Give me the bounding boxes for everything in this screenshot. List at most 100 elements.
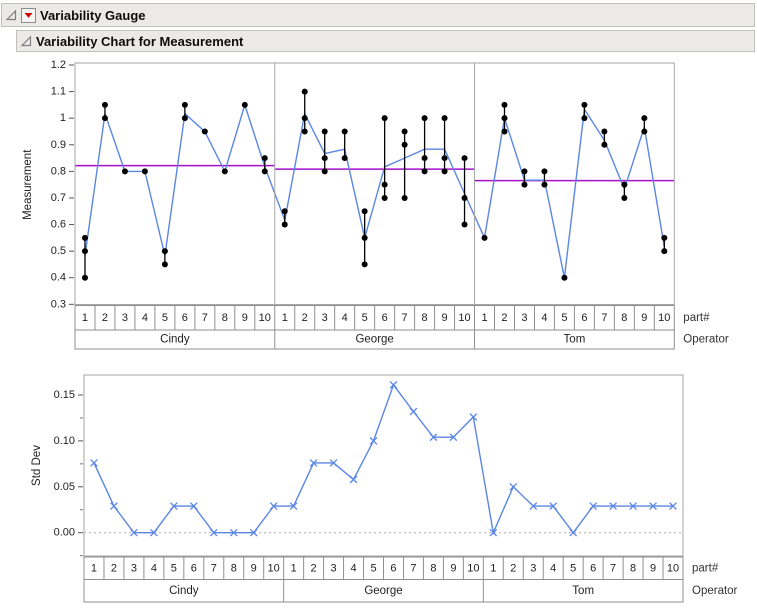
std-dev-marker[interactable]: [429, 433, 438, 442]
data-point[interactable]: [601, 141, 608, 148]
data-point[interactable]: [421, 168, 428, 175]
std-dev-marker[interactable]: [609, 502, 617, 510]
data-point[interactable]: [441, 168, 448, 175]
std-dev-marker[interactable]: [329, 459, 338, 467]
data-point[interactable]: [121, 168, 128, 175]
data-point[interactable]: [361, 208, 368, 215]
data-point[interactable]: [181, 101, 188, 108]
std-dev-marker[interactable]: [469, 413, 478, 421]
data-point[interactable]: [621, 181, 628, 188]
data-point[interactable]: [381, 181, 388, 188]
data-point[interactable]: [661, 248, 668, 255]
data-point[interactable]: [81, 274, 88, 281]
data-point[interactable]: [301, 128, 308, 135]
data-point[interactable]: [521, 181, 528, 188]
part-cell-label: 6: [590, 562, 596, 574]
std-dev-marker[interactable]: [449, 433, 458, 442]
data-point[interactable]: [321, 128, 328, 135]
data-point[interactable]: [361, 234, 368, 241]
data-point[interactable]: [301, 88, 308, 95]
data-point[interactable]: [321, 168, 328, 175]
data-point[interactable]: [561, 274, 568, 281]
std-dev-marker[interactable]: [90, 459, 98, 467]
std-dev-marker[interactable]: [489, 528, 498, 537]
data-point[interactable]: [261, 155, 268, 162]
std-dev-marker[interactable]: [269, 502, 278, 510]
std-dev-marker[interactable]: [649, 502, 657, 510]
data-point[interactable]: [521, 168, 528, 175]
data-point[interactable]: [221, 168, 228, 175]
std-dev-marker[interactable]: [209, 528, 218, 537]
std-dev-marker[interactable]: [130, 528, 138, 537]
data-point[interactable]: [281, 221, 288, 228]
data-point[interactable]: [501, 115, 508, 122]
std-dev-marker[interactable]: [629, 502, 637, 510]
std-dev-marker[interactable]: [189, 502, 198, 510]
red-triangle-menu-button[interactable]: [21, 7, 36, 23]
std-dev-marker[interactable]: [150, 528, 158, 537]
data-point[interactable]: [541, 168, 548, 175]
data-point[interactable]: [81, 234, 88, 241]
data-point[interactable]: [441, 155, 448, 162]
data-point[interactable]: [341, 128, 348, 135]
data-point[interactable]: [581, 101, 588, 108]
std-dev-chart[interactable]: 0.00 0.05 0.10 0.15 Std Dev 1 2 3 4 5 6 7 8 9 10 1 2 3 4 5 6…: [31, 374, 738, 603]
data-point[interactable]: [401, 141, 408, 148]
data-point[interactable]: [281, 208, 288, 215]
data-point[interactable]: [661, 234, 668, 241]
data-point[interactable]: [421, 115, 428, 122]
data-point[interactable]: [381, 194, 388, 201]
std-dev-marker[interactable]: [589, 502, 598, 510]
part-cell-label: 2: [311, 562, 317, 574]
data-point[interactable]: [361, 261, 368, 268]
data-point[interactable]: [161, 248, 168, 255]
data-point[interactable]: [161, 261, 168, 268]
data-point[interactable]: [641, 115, 648, 122]
variability-chart[interactable]: 1.2 1.1 1 0.9 0.8 0.7 0.6 0.5 0.4 0.3 Measurement 1…: [22, 59, 729, 350]
data-point[interactable]: [421, 155, 428, 162]
data-point[interactable]: [481, 234, 488, 241]
data-point[interactable]: [541, 181, 548, 188]
data-point[interactable]: [181, 115, 188, 122]
data-point[interactable]: [601, 128, 608, 135]
data-point[interactable]: [501, 128, 508, 135]
std-dev-marker[interactable]: [110, 502, 118, 510]
data-point[interactable]: [261, 168, 268, 175]
data-point[interactable]: [461, 155, 468, 162]
std-dev-marker[interactable]: [229, 528, 238, 537]
std-dev-marker[interactable]: [389, 381, 398, 389]
data-point[interactable]: [101, 101, 108, 108]
data-point[interactable]: [461, 194, 468, 201]
std-dev-marker[interactable]: [409, 407, 418, 416]
data-point[interactable]: [341, 155, 348, 162]
data-point[interactable]: [621, 194, 628, 201]
std-dev-marker[interactable]: [309, 459, 318, 467]
std-dev-marker[interactable]: [289, 502, 298, 510]
disclosure-open-icon[interactable]: [5, 9, 18, 22]
std-dev-marker[interactable]: [349, 475, 358, 484]
data-point[interactable]: [461, 221, 468, 228]
data-point[interactable]: [401, 128, 408, 135]
data-point[interactable]: [101, 115, 108, 122]
std-dev-marker[interactable]: [369, 437, 378, 445]
disclosure-open-icon[interactable]: [20, 35, 33, 48]
std-dev-marker[interactable]: [549, 502, 558, 510]
data-point[interactable]: [241, 101, 248, 108]
data-point[interactable]: [201, 128, 208, 135]
std-dev-marker[interactable]: [529, 502, 538, 510]
data-point[interactable]: [641, 128, 648, 135]
data-point[interactable]: [501, 101, 508, 108]
std-dev-marker[interactable]: [249, 528, 258, 537]
data-point[interactable]: [581, 115, 588, 122]
std-dev-marker[interactable]: [509, 482, 518, 491]
data-point[interactable]: [141, 168, 148, 175]
data-point[interactable]: [401, 194, 408, 201]
std-dev-marker[interactable]: [169, 502, 178, 510]
std-dev-marker[interactable]: [569, 528, 578, 537]
std-dev-marker[interactable]: [669, 502, 677, 510]
data-point[interactable]: [301, 115, 308, 122]
data-point[interactable]: [321, 155, 328, 162]
data-point[interactable]: [441, 115, 448, 122]
data-point[interactable]: [81, 248, 88, 255]
data-point[interactable]: [381, 115, 388, 122]
